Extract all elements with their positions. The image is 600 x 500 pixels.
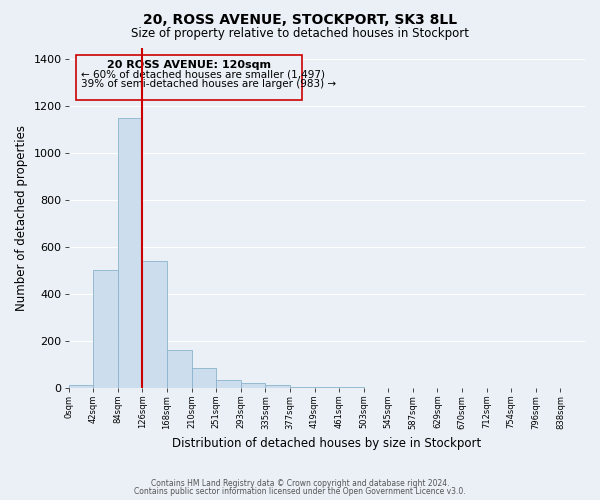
Bar [216,380,241,388]
Bar [290,386,314,388]
Text: Contains public sector information licensed under the Open Government Licence v3: Contains public sector information licen… [134,487,466,496]
Text: Contains HM Land Registry data © Crown copyright and database right 2024.: Contains HM Land Registry data © Crown c… [151,478,449,488]
Bar [142,261,167,388]
Text: 20 ROSS AVENUE: 120sqm: 20 ROSS AVENUE: 120sqm [107,60,271,70]
Text: 20, ROSS AVENUE, STOCKPORT, SK3 8LL: 20, ROSS AVENUE, STOCKPORT, SK3 8LL [143,12,457,26]
Bar [93,270,118,388]
Y-axis label: Number of detached properties: Number of detached properties [15,124,28,310]
Bar [118,118,142,388]
Bar [68,386,93,388]
Bar [241,383,265,388]
Bar [191,368,216,388]
Text: 39% of semi-detached houses are larger (983) →: 39% of semi-detached houses are larger (… [81,79,336,89]
Bar [265,386,290,388]
Bar [167,350,191,388]
Text: Size of property relative to detached houses in Stockport: Size of property relative to detached ho… [131,28,469,40]
X-axis label: Distribution of detached houses by size in Stockport: Distribution of detached houses by size … [172,437,481,450]
Text: ← 60% of detached houses are smaller (1,497): ← 60% of detached houses are smaller (1,… [81,70,325,80]
FancyBboxPatch shape [76,54,302,100]
